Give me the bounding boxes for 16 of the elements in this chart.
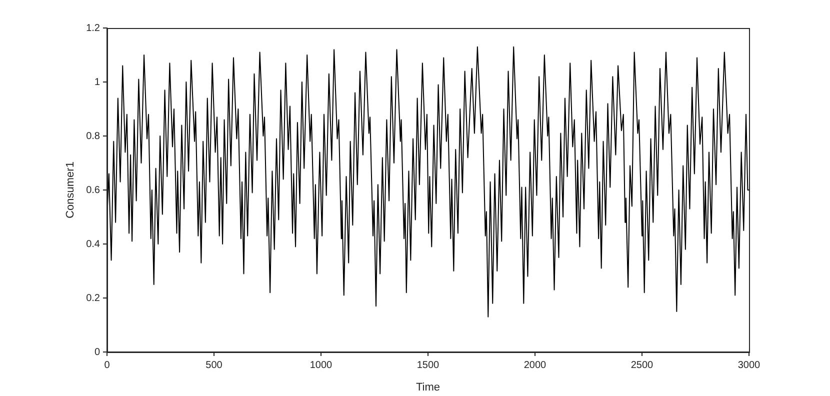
x-tick-label: 2000 [524,360,547,371]
x-axis-title: Time [416,381,440,394]
y-tick-label: 0 [94,346,100,358]
y-tick-label: 0.8 [86,130,100,142]
y-tick-label: 0.6 [86,184,100,196]
x-tick-label: 500 [206,360,223,371]
y-axis-title: Consumer1 [64,162,77,218]
y-tick-label: 1 [94,76,100,88]
y-tick-label: 1.2 [86,22,100,34]
y-tick-label: 0.2 [86,292,100,304]
x-tick-label: 0 [104,360,110,371]
x-tick-label: 1000 [310,360,333,371]
y-tick-label: 0.4 [86,238,100,250]
x-tick-label: 3000 [738,360,761,371]
x-tick-label: 1500 [416,360,440,371]
x-tick-label: 2500 [630,360,654,371]
